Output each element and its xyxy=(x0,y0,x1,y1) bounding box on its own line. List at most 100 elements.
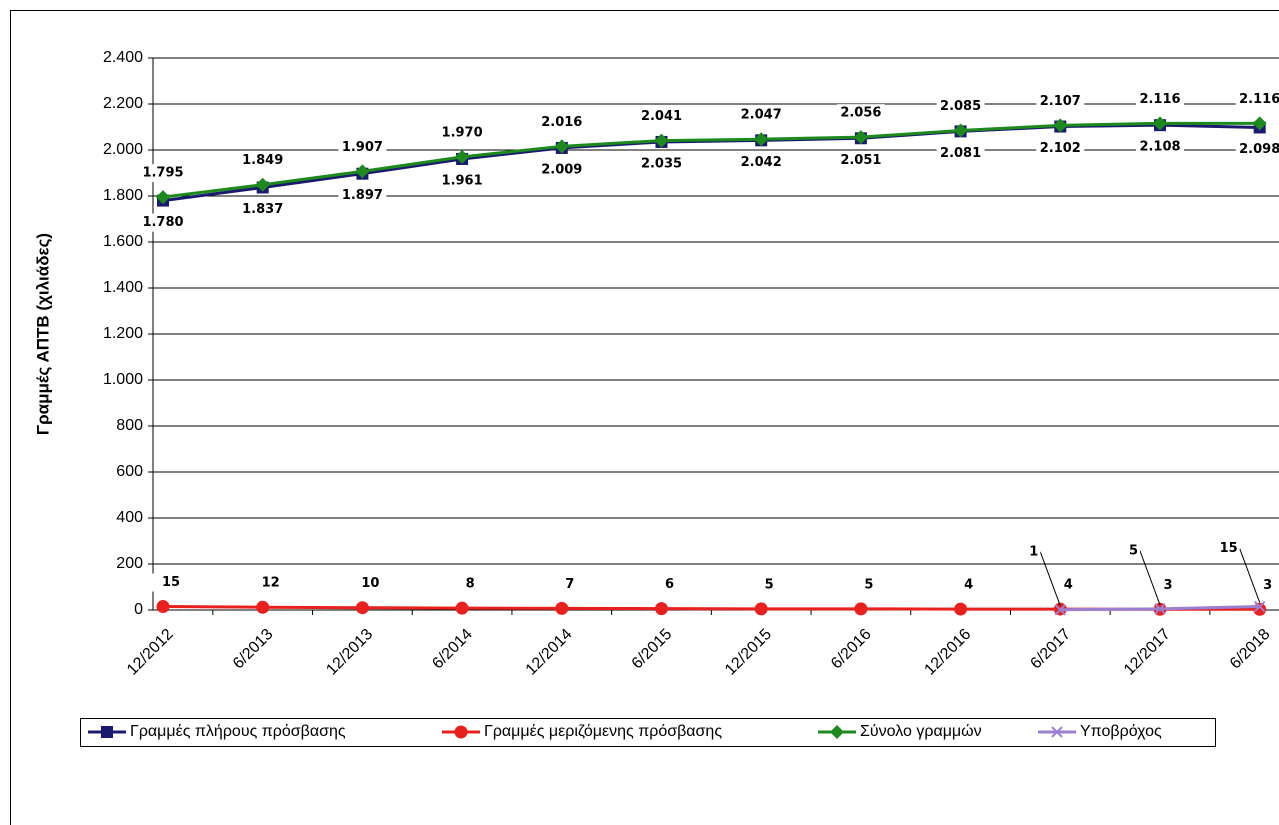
data-label: 2.035 xyxy=(641,156,682,171)
label-bg xyxy=(446,575,495,594)
data-label: 2.041 xyxy=(641,109,682,124)
data-label: 2.102 xyxy=(1040,141,1081,156)
data-label: 1.849 xyxy=(242,153,283,168)
marker xyxy=(455,601,469,615)
marker xyxy=(654,133,669,148)
marker xyxy=(355,164,370,179)
label-bg xyxy=(147,573,195,592)
data-label: 2.108 xyxy=(1139,140,1180,155)
label-bg xyxy=(1191,539,1240,558)
label-bg xyxy=(346,574,395,593)
marker xyxy=(853,130,868,145)
label-bg xyxy=(438,171,487,190)
label-bg xyxy=(139,164,187,183)
marker xyxy=(256,600,270,614)
label-bg xyxy=(1235,140,1279,159)
marker xyxy=(953,123,968,138)
marker xyxy=(1053,118,1068,133)
label-bg xyxy=(992,542,1041,561)
y-tick-label: 1.600 xyxy=(103,233,143,250)
data-label: 15 xyxy=(162,575,180,590)
label-bg xyxy=(637,107,686,126)
data-label: 2.116 xyxy=(1139,92,1180,107)
marker xyxy=(1253,600,1266,613)
label-bg xyxy=(438,123,487,142)
data-label: 1.780 xyxy=(142,215,183,230)
label-bg xyxy=(238,151,287,170)
leader-line xyxy=(1239,548,1261,603)
label-bg xyxy=(1235,90,1279,109)
data-label: 2.051 xyxy=(840,153,881,168)
y-tick-label: 0 xyxy=(134,601,143,618)
label-bg xyxy=(836,151,885,170)
data-label: 1.970 xyxy=(442,125,483,140)
label-bg xyxy=(844,575,893,594)
label-bg xyxy=(1036,92,1085,111)
marker xyxy=(754,132,769,147)
y-tick-label: 1.400 xyxy=(103,279,143,296)
data-label: 2.085 xyxy=(940,99,981,114)
legend-box xyxy=(80,718,1216,747)
label-bg xyxy=(936,144,985,163)
y-tick-label: 2.400 xyxy=(103,49,143,66)
label-bg xyxy=(1036,139,1085,158)
marker xyxy=(454,725,468,739)
marker xyxy=(854,602,868,616)
label-bg xyxy=(1136,90,1184,109)
y-tick-label: 400 xyxy=(116,509,143,526)
data-label: 5 xyxy=(1129,543,1138,558)
y-tick-label: 1.200 xyxy=(103,325,143,342)
data-label: 2.116 xyxy=(1239,92,1279,107)
legend-label: Σύνολο γραμμών xyxy=(860,723,982,740)
marker xyxy=(1051,726,1063,738)
label-bg xyxy=(537,113,586,132)
label-bg xyxy=(836,104,885,123)
y-tick-label: 1.800 xyxy=(103,187,143,204)
data-label: 2.098 xyxy=(1239,142,1279,157)
y-tick-label: 800 xyxy=(116,417,143,434)
data-label: 2.047 xyxy=(741,108,782,123)
label-bg xyxy=(238,200,287,219)
label-bg xyxy=(545,575,594,594)
data-label: 2.009 xyxy=(541,162,582,177)
label-bg xyxy=(1136,138,1184,157)
marker xyxy=(830,725,844,739)
label-bg xyxy=(338,186,387,205)
data-label: 1 xyxy=(1029,544,1038,559)
data-label: 2.081 xyxy=(940,146,981,161)
marker xyxy=(554,139,569,154)
data-label: 8 xyxy=(466,577,475,592)
data-label: 1.837 xyxy=(242,202,283,217)
data-label: 1.907 xyxy=(342,140,383,155)
leader-line xyxy=(1039,551,1061,606)
data-label: 5 xyxy=(864,577,873,592)
marker xyxy=(655,602,668,616)
label-bg xyxy=(1144,576,1192,595)
data-label: 5 xyxy=(765,577,774,592)
marker xyxy=(555,601,569,615)
label-bg xyxy=(944,576,993,595)
data-label: 15 xyxy=(1220,541,1238,556)
y-tick-label: 2.000 xyxy=(103,141,143,158)
label-bg xyxy=(1044,576,1093,595)
marker xyxy=(1253,602,1267,616)
legend-label: Υποβρόχος xyxy=(1080,723,1162,740)
data-label: 3 xyxy=(1163,578,1172,593)
label-bg xyxy=(139,213,187,232)
marker xyxy=(101,726,113,738)
marker xyxy=(1154,603,1166,615)
data-label: 2.056 xyxy=(840,106,881,121)
label-bg xyxy=(637,154,686,173)
data-label: 2.016 xyxy=(541,115,582,130)
data-label: 1.897 xyxy=(342,188,383,203)
marker xyxy=(156,600,170,614)
marker xyxy=(255,177,270,192)
data-label: 2.042 xyxy=(741,155,782,170)
leader-line xyxy=(1139,550,1161,606)
marker xyxy=(156,190,170,205)
label-bg xyxy=(645,575,694,594)
data-label: 4 xyxy=(964,578,973,593)
data-label: 4 xyxy=(1064,578,1073,593)
marker xyxy=(1153,116,1167,131)
label-bg xyxy=(936,97,985,116)
